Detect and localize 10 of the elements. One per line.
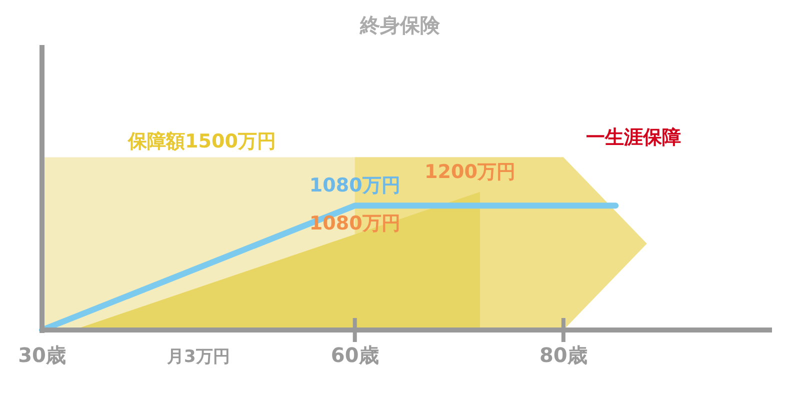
text: 保障額1500万円 [127, 130, 276, 152]
text: 一生涯保障 [586, 126, 681, 148]
annotation: 1080万円 [309, 212, 400, 235]
text: 月3万円 [166, 347, 230, 367]
x-tick-label: 30歳 [18, 343, 66, 367]
annotation: 1200万円 [424, 160, 516, 183]
annotation: 1080万円 [309, 174, 400, 197]
x-tick-label: 60歳 [330, 343, 379, 367]
x-tick-label: 80歳 [540, 343, 588, 367]
chart-title: 終身保険 [359, 13, 441, 37]
